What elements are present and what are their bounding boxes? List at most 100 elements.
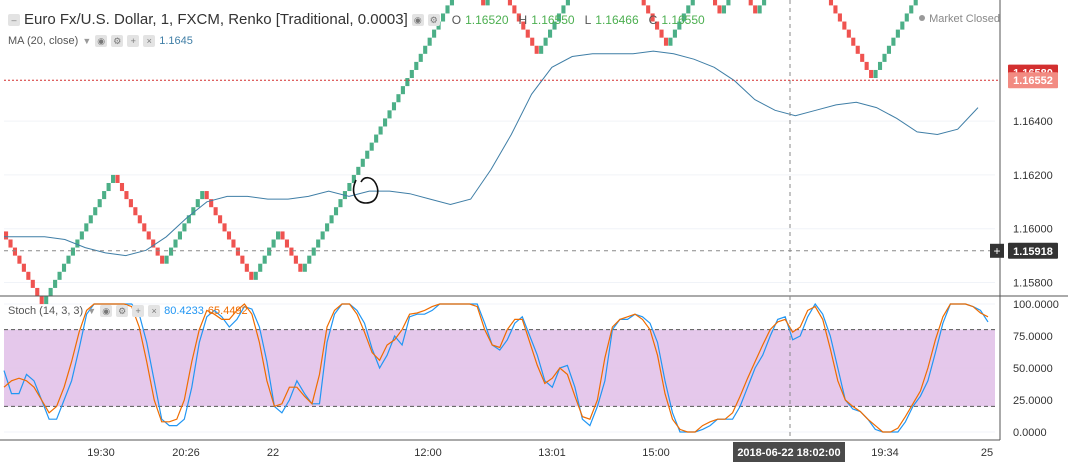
renko-up-brick bbox=[900, 21, 905, 30]
renko-down-brick bbox=[659, 29, 664, 38]
renko-up-brick bbox=[191, 207, 196, 216]
renko-up-brick bbox=[681, 13, 686, 22]
renko-down-brick bbox=[525, 29, 530, 38]
renko-down-brick bbox=[534, 45, 539, 54]
renko-up-brick bbox=[440, 13, 446, 22]
renko-up-brick bbox=[79, 231, 84, 240]
renko-up-brick bbox=[271, 239, 276, 248]
stoch-tick-label: 50.0000 bbox=[1013, 363, 1053, 375]
renko-down-brick bbox=[846, 29, 851, 38]
renko-up-brick bbox=[690, 0, 695, 6]
price-badge-label: 1.15918 bbox=[1013, 246, 1053, 258]
renko-up-brick bbox=[873, 69, 878, 79]
add-icon[interactable]: + bbox=[127, 35, 140, 47]
renko-up-brick bbox=[721, 5, 727, 14]
crosshair-plus-icon bbox=[990, 243, 1004, 258]
renko-down-brick bbox=[512, 5, 517, 14]
symbol-title: Euro Fx/U.S. Dollar, 1, FXCM, Renko [Tra… bbox=[24, 11, 408, 28]
renko-up-brick bbox=[677, 21, 682, 30]
renko-down-brick bbox=[8, 239, 13, 248]
renko-down-brick bbox=[249, 271, 254, 280]
renko-up-brick bbox=[267, 247, 272, 256]
renko-up-brick bbox=[48, 287, 53, 296]
renko-up-brick bbox=[726, 0, 731, 6]
settings-gear-icon[interactable]: ⚙ bbox=[111, 35, 124, 47]
close-icon[interactable]: × bbox=[143, 35, 156, 47]
renko-down-brick bbox=[213, 207, 218, 216]
renko-up-brick bbox=[449, 0, 455, 6]
renko-up-brick bbox=[895, 29, 900, 38]
renko-down-brick bbox=[280, 231, 285, 240]
plus-glyph: + bbox=[993, 244, 1000, 258]
renko-down-brick bbox=[530, 37, 535, 46]
add-icon[interactable]: + bbox=[132, 305, 145, 317]
renko-up-brick bbox=[445, 5, 450, 14]
renko-down-brick bbox=[717, 5, 722, 14]
stoch-legend: Stoch (14, 3, 3) ▼ ◉ ⚙ + × 80.4233 65.44… bbox=[8, 305, 248, 317]
collapse-square-icon[interactable]: – bbox=[8, 13, 20, 26]
renko-down-brick bbox=[226, 231, 232, 240]
renko-bricks bbox=[4, 0, 918, 305]
renko-down-brick bbox=[516, 13, 521, 22]
renko-up-brick bbox=[539, 45, 544, 54]
time-tick-label: 20:26 bbox=[172, 447, 200, 459]
chevron-down-icon[interactable]: ▼ bbox=[82, 36, 92, 46]
renko-up-brick bbox=[886, 45, 891, 54]
settings-gear-icon[interactable]: ⚙ bbox=[427, 13, 440, 26]
renko-down-brick bbox=[837, 13, 842, 22]
chart-header: – Euro Fx/U.S. Dollar, 1, FXCM, Renko [T… bbox=[8, 11, 711, 28]
ma-label: MA (20, close) bbox=[8, 35, 79, 47]
renko-up-brick bbox=[369, 142, 374, 151]
renko-down-brick bbox=[124, 191, 129, 200]
time-tick-label: 25 bbox=[981, 447, 993, 459]
stoch-tick-label: 0.0000 bbox=[1013, 427, 1047, 439]
renko-up-brick bbox=[66, 255, 71, 264]
chevron-down-icon[interactable]: ▼ bbox=[87, 306, 97, 316]
price-tick-label: 1.15800 bbox=[1013, 278, 1053, 290]
price-badge-bg bbox=[1008, 242, 1058, 259]
renko-up-brick bbox=[325, 223, 330, 232]
renko-up-brick bbox=[409, 69, 414, 79]
renko-up-brick bbox=[195, 199, 200, 208]
eye-icon[interactable]: ◉ bbox=[411, 13, 424, 26]
renko-down-brick bbox=[204, 191, 209, 200]
renko-up-brick bbox=[556, 13, 562, 22]
renko-down-brick bbox=[151, 239, 156, 248]
stoch-d-value: 65.4492 bbox=[207, 305, 248, 317]
renko-down-brick bbox=[641, 0, 646, 6]
renko-down-brick bbox=[119, 182, 125, 192]
renko-down-brick bbox=[142, 223, 147, 232]
renko-down-brick bbox=[860, 53, 865, 62]
renko-up-brick bbox=[548, 29, 553, 38]
renko-down-brick bbox=[855, 45, 860, 54]
close-icon[interactable]: × bbox=[148, 305, 161, 317]
renko-up-brick bbox=[882, 53, 887, 62]
crosshair-time-label: 2018-06-22 18:02:00 bbox=[737, 447, 840, 459]
renko-up-brick bbox=[311, 247, 316, 256]
renko-up-brick bbox=[333, 207, 339, 216]
renko-up-brick bbox=[552, 21, 557, 30]
renko-up-brick bbox=[387, 110, 392, 119]
price-tick-label: 1.16400 bbox=[1013, 116, 1053, 128]
time-axis-labels: 19:30 20:26 22 12:00 13:01 15:00 19:34 25 2018-0… bbox=[87, 442, 993, 462]
eye-icon[interactable]: ◉ bbox=[95, 35, 108, 47]
renko-up-brick bbox=[75, 239, 80, 248]
renko-up-brick bbox=[909, 5, 914, 14]
renko-down-brick bbox=[869, 69, 874, 79]
renko-up-brick bbox=[258, 263, 263, 272]
stoch-d-line bbox=[3, 303, 989, 433]
eye-icon[interactable]: ◉ bbox=[100, 305, 113, 317]
stoch-k-value: 80.4233 bbox=[164, 305, 204, 317]
renko-up-brick bbox=[200, 191, 205, 200]
renko-up-brick bbox=[351, 174, 356, 183]
market-status: Market Closed bbox=[919, 13, 1000, 25]
settings-gear-icon[interactable]: ⚙ bbox=[116, 305, 129, 317]
renko-up-brick bbox=[44, 296, 49, 305]
renko-up-brick bbox=[391, 102, 397, 111]
renko-up-brick bbox=[356, 166, 361, 175]
renko-down-brick bbox=[293, 255, 298, 264]
stoch-label: Stoch (14, 3, 3) bbox=[8, 305, 84, 317]
renko-down-brick bbox=[851, 37, 856, 46]
renko-down-brick bbox=[244, 263, 249, 272]
